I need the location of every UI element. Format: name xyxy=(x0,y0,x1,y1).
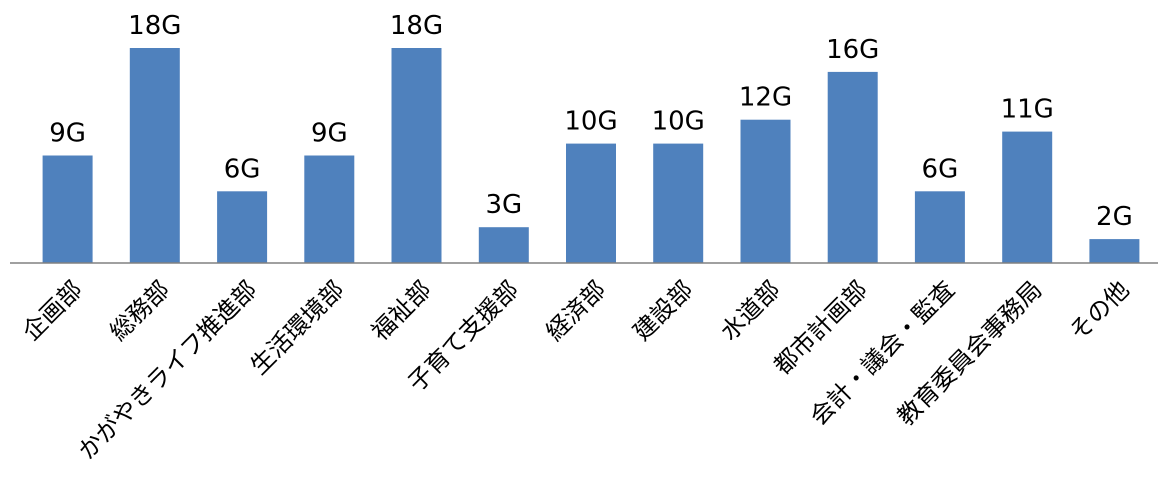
data-label: 18G xyxy=(390,11,443,41)
bar xyxy=(304,155,355,263)
category-label: 総務部 xyxy=(104,275,175,346)
bar xyxy=(827,71,878,264)
bar xyxy=(129,48,180,263)
data-label: 11G xyxy=(1001,95,1054,125)
category-label: 会計・議会・監査 xyxy=(805,275,961,431)
bar xyxy=(914,191,965,263)
bar xyxy=(1002,131,1053,263)
category-label: 生活環境部 xyxy=(245,275,350,380)
bar xyxy=(391,48,442,263)
data-label: 10G xyxy=(652,107,705,137)
category-label: 経済部 xyxy=(541,275,612,346)
data-label: 12G xyxy=(739,83,792,113)
bars-layer xyxy=(42,48,1140,264)
category-label: その他 xyxy=(1064,275,1135,346)
bar xyxy=(653,143,704,263)
data-label: 9G xyxy=(49,119,86,149)
bar xyxy=(478,227,529,263)
data-label: 2G xyxy=(1096,202,1133,232)
data-label: 10G xyxy=(564,107,617,137)
category-label: 水道部 xyxy=(715,275,786,346)
data-label: 18G xyxy=(128,11,181,41)
category-label: 福祉部 xyxy=(366,275,437,346)
category-label: 企画部 xyxy=(17,275,88,346)
category-label: 建設部 xyxy=(628,275,699,346)
data-label: 6G xyxy=(922,154,959,184)
data-label: 3G xyxy=(485,190,522,220)
data-label: 9G xyxy=(311,119,348,149)
data-label: 6G xyxy=(224,154,261,184)
bar xyxy=(217,191,268,263)
category-label: 教育委員会事務局 xyxy=(892,275,1048,431)
bar xyxy=(1089,239,1140,263)
bar xyxy=(42,155,93,263)
bar xyxy=(740,119,791,263)
data-label: 16G xyxy=(826,35,879,65)
category-label: かがやきライフ推進部 xyxy=(73,275,263,465)
bar xyxy=(566,143,616,263)
data-labels-layer: 9G 18G 6G 9G 18G 3G 10G 10G 12G 16G 6G 11G 2G xyxy=(49,11,1133,232)
